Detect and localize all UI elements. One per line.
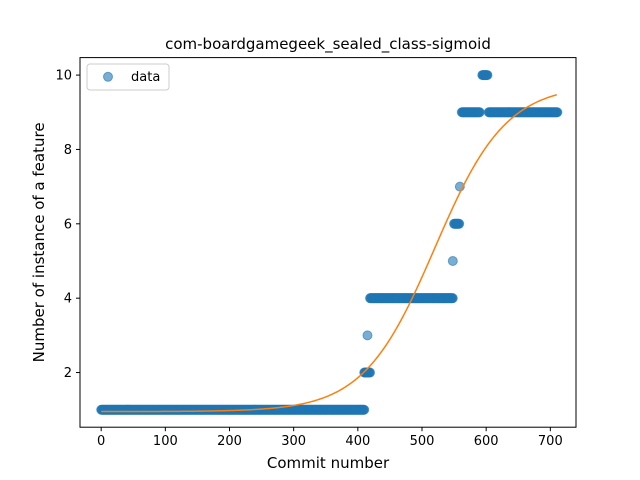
plot-frame bbox=[79, 57, 577, 428]
legend-label-data: data bbox=[131, 70, 160, 85]
legend-box bbox=[86, 63, 170, 91]
x-tick-label: 600 bbox=[474, 434, 499, 449]
data-point bbox=[552, 107, 563, 118]
data-point bbox=[474, 107, 485, 118]
data-point bbox=[447, 293, 458, 304]
data-point bbox=[454, 218, 465, 229]
data-point bbox=[365, 367, 376, 378]
x-axis-ticks: 0 100 200 300 400 500 600 700 bbox=[97, 427, 563, 449]
x-tick-label: 200 bbox=[217, 434, 242, 449]
y-axis-ticks: 2 4 6 8 10 bbox=[55, 69, 80, 381]
x-tick-label: 100 bbox=[153, 434, 178, 449]
fit-layer bbox=[101, 94, 557, 413]
data-point bbox=[359, 404, 370, 415]
data-point bbox=[362, 330, 373, 341]
legend: data bbox=[86, 63, 170, 91]
data-point bbox=[447, 255, 458, 266]
x-tick-label: 0 bbox=[97, 434, 105, 449]
x-tick-label: 400 bbox=[345, 434, 370, 449]
y-tick-label: 4 bbox=[64, 292, 72, 307]
y-tick-label: 2 bbox=[64, 366, 72, 381]
y-tick-label: 8 bbox=[64, 143, 72, 158]
y-tick-label: 6 bbox=[64, 217, 72, 232]
legend-marker-data bbox=[103, 71, 113, 82]
chart-title: com-boardgamegeek_sealed_class-sigmoid bbox=[165, 35, 491, 54]
sigmoid-fit-line bbox=[101, 94, 557, 413]
x-axis-label: Commit number bbox=[267, 454, 390, 472]
data-point bbox=[482, 70, 493, 81]
x-tick-label: 500 bbox=[410, 434, 435, 449]
x-tick-label: 700 bbox=[538, 434, 563, 449]
y-tick-label: 10 bbox=[55, 69, 72, 84]
plot-background bbox=[80, 57, 576, 428]
x-tick-label: 300 bbox=[281, 434, 306, 449]
y-axis-label: Number of instance of a feature bbox=[30, 122, 48, 362]
